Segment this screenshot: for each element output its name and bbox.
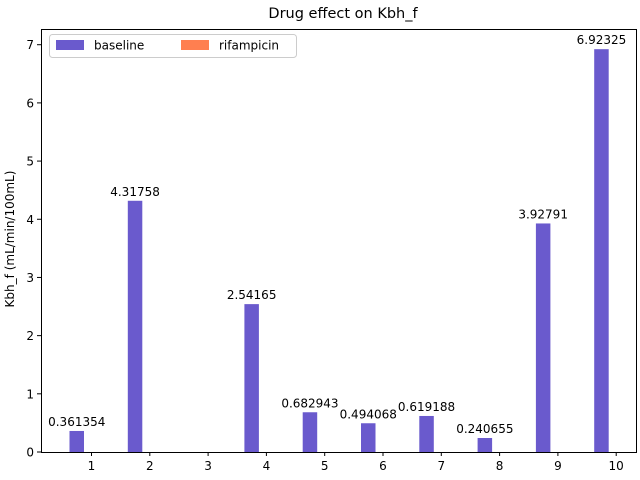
y-tick-label-1: 1	[26, 387, 34, 401]
plot-frame	[41, 29, 637, 453]
legend-swatch-baseline	[56, 40, 84, 50]
data-labels-group: 0.3613544.317582.541650.6829430.4940680.…	[48, 33, 626, 436]
x-tick-label-10: 10	[609, 459, 624, 473]
data-label-baseline-1: 0.361354	[48, 415, 105, 429]
bar-baseline-8	[477, 438, 493, 452]
bar-baseline-6	[361, 423, 376, 452]
x-tick-label-7: 7	[437, 459, 445, 473]
data-label-baseline-6: 0.494068	[340, 407, 397, 421]
x-tick-label-8: 8	[496, 459, 504, 473]
y-tick-label-7: 7	[26, 38, 34, 52]
x-tick-label-3: 3	[204, 459, 212, 473]
data-label-baseline-2: 4.31758	[110, 185, 160, 199]
legend: baseline rifampicin	[49, 34, 297, 58]
data-label-baseline-4: 2.54165	[227, 288, 277, 302]
legend-label-baseline: baseline	[94, 39, 144, 53]
bar-baseline-4	[244, 304, 259, 452]
y-axis-ticks: 0 1 2 3 4 5 6 7	[26, 38, 41, 460]
data-label-baseline-9: 3.92791	[518, 207, 568, 221]
x-tick-label-6: 6	[379, 459, 387, 473]
x-tick-label-4: 4	[263, 459, 271, 473]
x-tick-label-1: 1	[88, 459, 96, 473]
bar-baseline-1	[69, 430, 84, 452]
y-tick-label-0: 0	[26, 446, 34, 460]
data-label-baseline-7: 0.619188	[398, 400, 455, 414]
data-label-baseline-5: 0.682943	[281, 396, 338, 410]
legend-label-rifampicin: rifampicin	[219, 39, 279, 53]
y-tick-label-5: 5	[26, 155, 34, 169]
bar-baseline-7	[419, 415, 434, 452]
x-tick-label-2: 2	[146, 459, 154, 473]
data-label-baseline-8: 0.240655	[456, 422, 513, 436]
bar-baseline-2	[127, 200, 143, 452]
bars-group	[69, 49, 609, 453]
bar-baseline-10	[594, 49, 609, 453]
data-label-baseline-10: 6.92325	[577, 33, 627, 47]
bar-baseline-9	[535, 223, 551, 452]
y-tick-label-4: 4	[26, 213, 34, 227]
y-tick-label-2: 2	[26, 329, 34, 343]
chart-title: Drug effect on Kbh_f	[268, 6, 418, 22]
y-tick-label-6: 6	[26, 96, 34, 110]
legend-frame	[49, 34, 297, 58]
y-tick-label-3: 3	[26, 271, 34, 285]
bar-baseline-5	[302, 412, 318, 452]
y-axis-label: Kbh_f (mL/min/100mL)	[3, 171, 17, 308]
x-axis-ticks: 1 2 3 4 5 6 7 8 9 10	[88, 452, 624, 473]
x-tick-label-9: 9	[554, 459, 562, 473]
x-tick-label-5: 5	[321, 459, 329, 473]
legend-swatch-rifampicin	[181, 40, 209, 50]
